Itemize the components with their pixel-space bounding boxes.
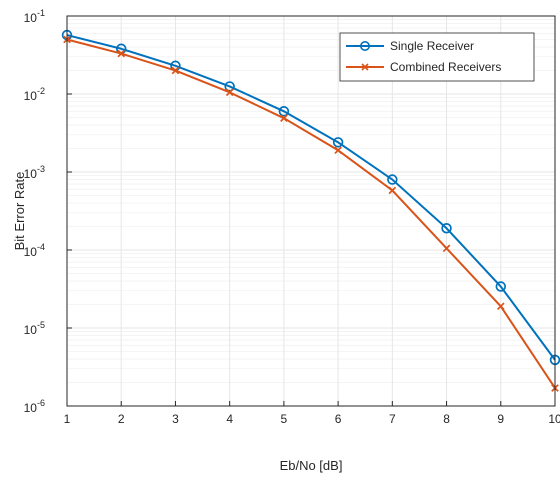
data-point-combined-receivers bbox=[225, 88, 234, 97]
x-axis-title: Eb/No [dB] bbox=[280, 458, 343, 473]
data-point-single-receiver bbox=[441, 223, 452, 234]
x-tick-label: 10 bbox=[548, 412, 560, 426]
data-point-combined-receivers bbox=[280, 114, 288, 122]
axis-ticks: 1 2 3 4 5 6 7 8 9 10 10-6 10-5 10-4 10-3 10-2 10-1 bbox=[24, 8, 560, 426]
data-point-combined-receivers bbox=[171, 66, 180, 75]
y-tick-label: 10-3 bbox=[24, 164, 45, 181]
data-point-single-receiver bbox=[387, 174, 398, 185]
x-tick-label: 5 bbox=[281, 412, 288, 426]
y-tick-label: 10-4 bbox=[24, 242, 45, 259]
y-tick-label: 10-5 bbox=[24, 320, 45, 337]
data-point-single-receiver bbox=[224, 81, 235, 92]
x-tick-label: 6 bbox=[335, 412, 342, 426]
y-tick-label: 10-1 bbox=[24, 8, 45, 25]
y-tick-label: 10-2 bbox=[24, 86, 45, 103]
data-point-combined-receivers bbox=[496, 302, 505, 311]
legend-box bbox=[339, 32, 535, 82]
data-point-combined-receivers bbox=[117, 49, 126, 58]
data-point-single-receiver bbox=[332, 137, 344, 148]
legend-marker-single-receiver bbox=[359, 40, 370, 51]
data-point-combined-receivers bbox=[388, 186, 397, 195]
chart-legend: Single Receiver Combined Receivers bbox=[339, 32, 535, 82]
x-tick-label: 1 bbox=[64, 412, 71, 426]
x-tick-label: 2 bbox=[118, 412, 125, 426]
x-tick-label: 9 bbox=[497, 412, 504, 426]
x-tick-label: 3 bbox=[172, 412, 179, 426]
data-point-combined-receivers bbox=[334, 146, 342, 155]
y-tick-label: 10-6 bbox=[24, 398, 45, 415]
plot-frame bbox=[66, 15, 556, 407]
data-point-single-receiver bbox=[278, 106, 290, 117]
series-line-single-receiver bbox=[66, 34, 556, 361]
legend-label-single-receiver: Single Receiver bbox=[390, 39, 474, 53]
legend-label-combined-receivers: Combined Receivers bbox=[390, 60, 501, 74]
plot-series bbox=[61, 29, 560, 392]
y-axis-title: Bit Error Rate bbox=[12, 172, 27, 251]
legend-marker-combined-receivers bbox=[361, 63, 369, 71]
x-tick-label: 8 bbox=[443, 412, 450, 426]
series-line-combined-receivers bbox=[66, 38, 556, 389]
data-point-single-receiver bbox=[495, 281, 507, 292]
x-tick-label: 7 bbox=[389, 412, 396, 426]
data-point-combined-receivers bbox=[442, 244, 451, 253]
x-tick-label: 4 bbox=[226, 412, 233, 426]
